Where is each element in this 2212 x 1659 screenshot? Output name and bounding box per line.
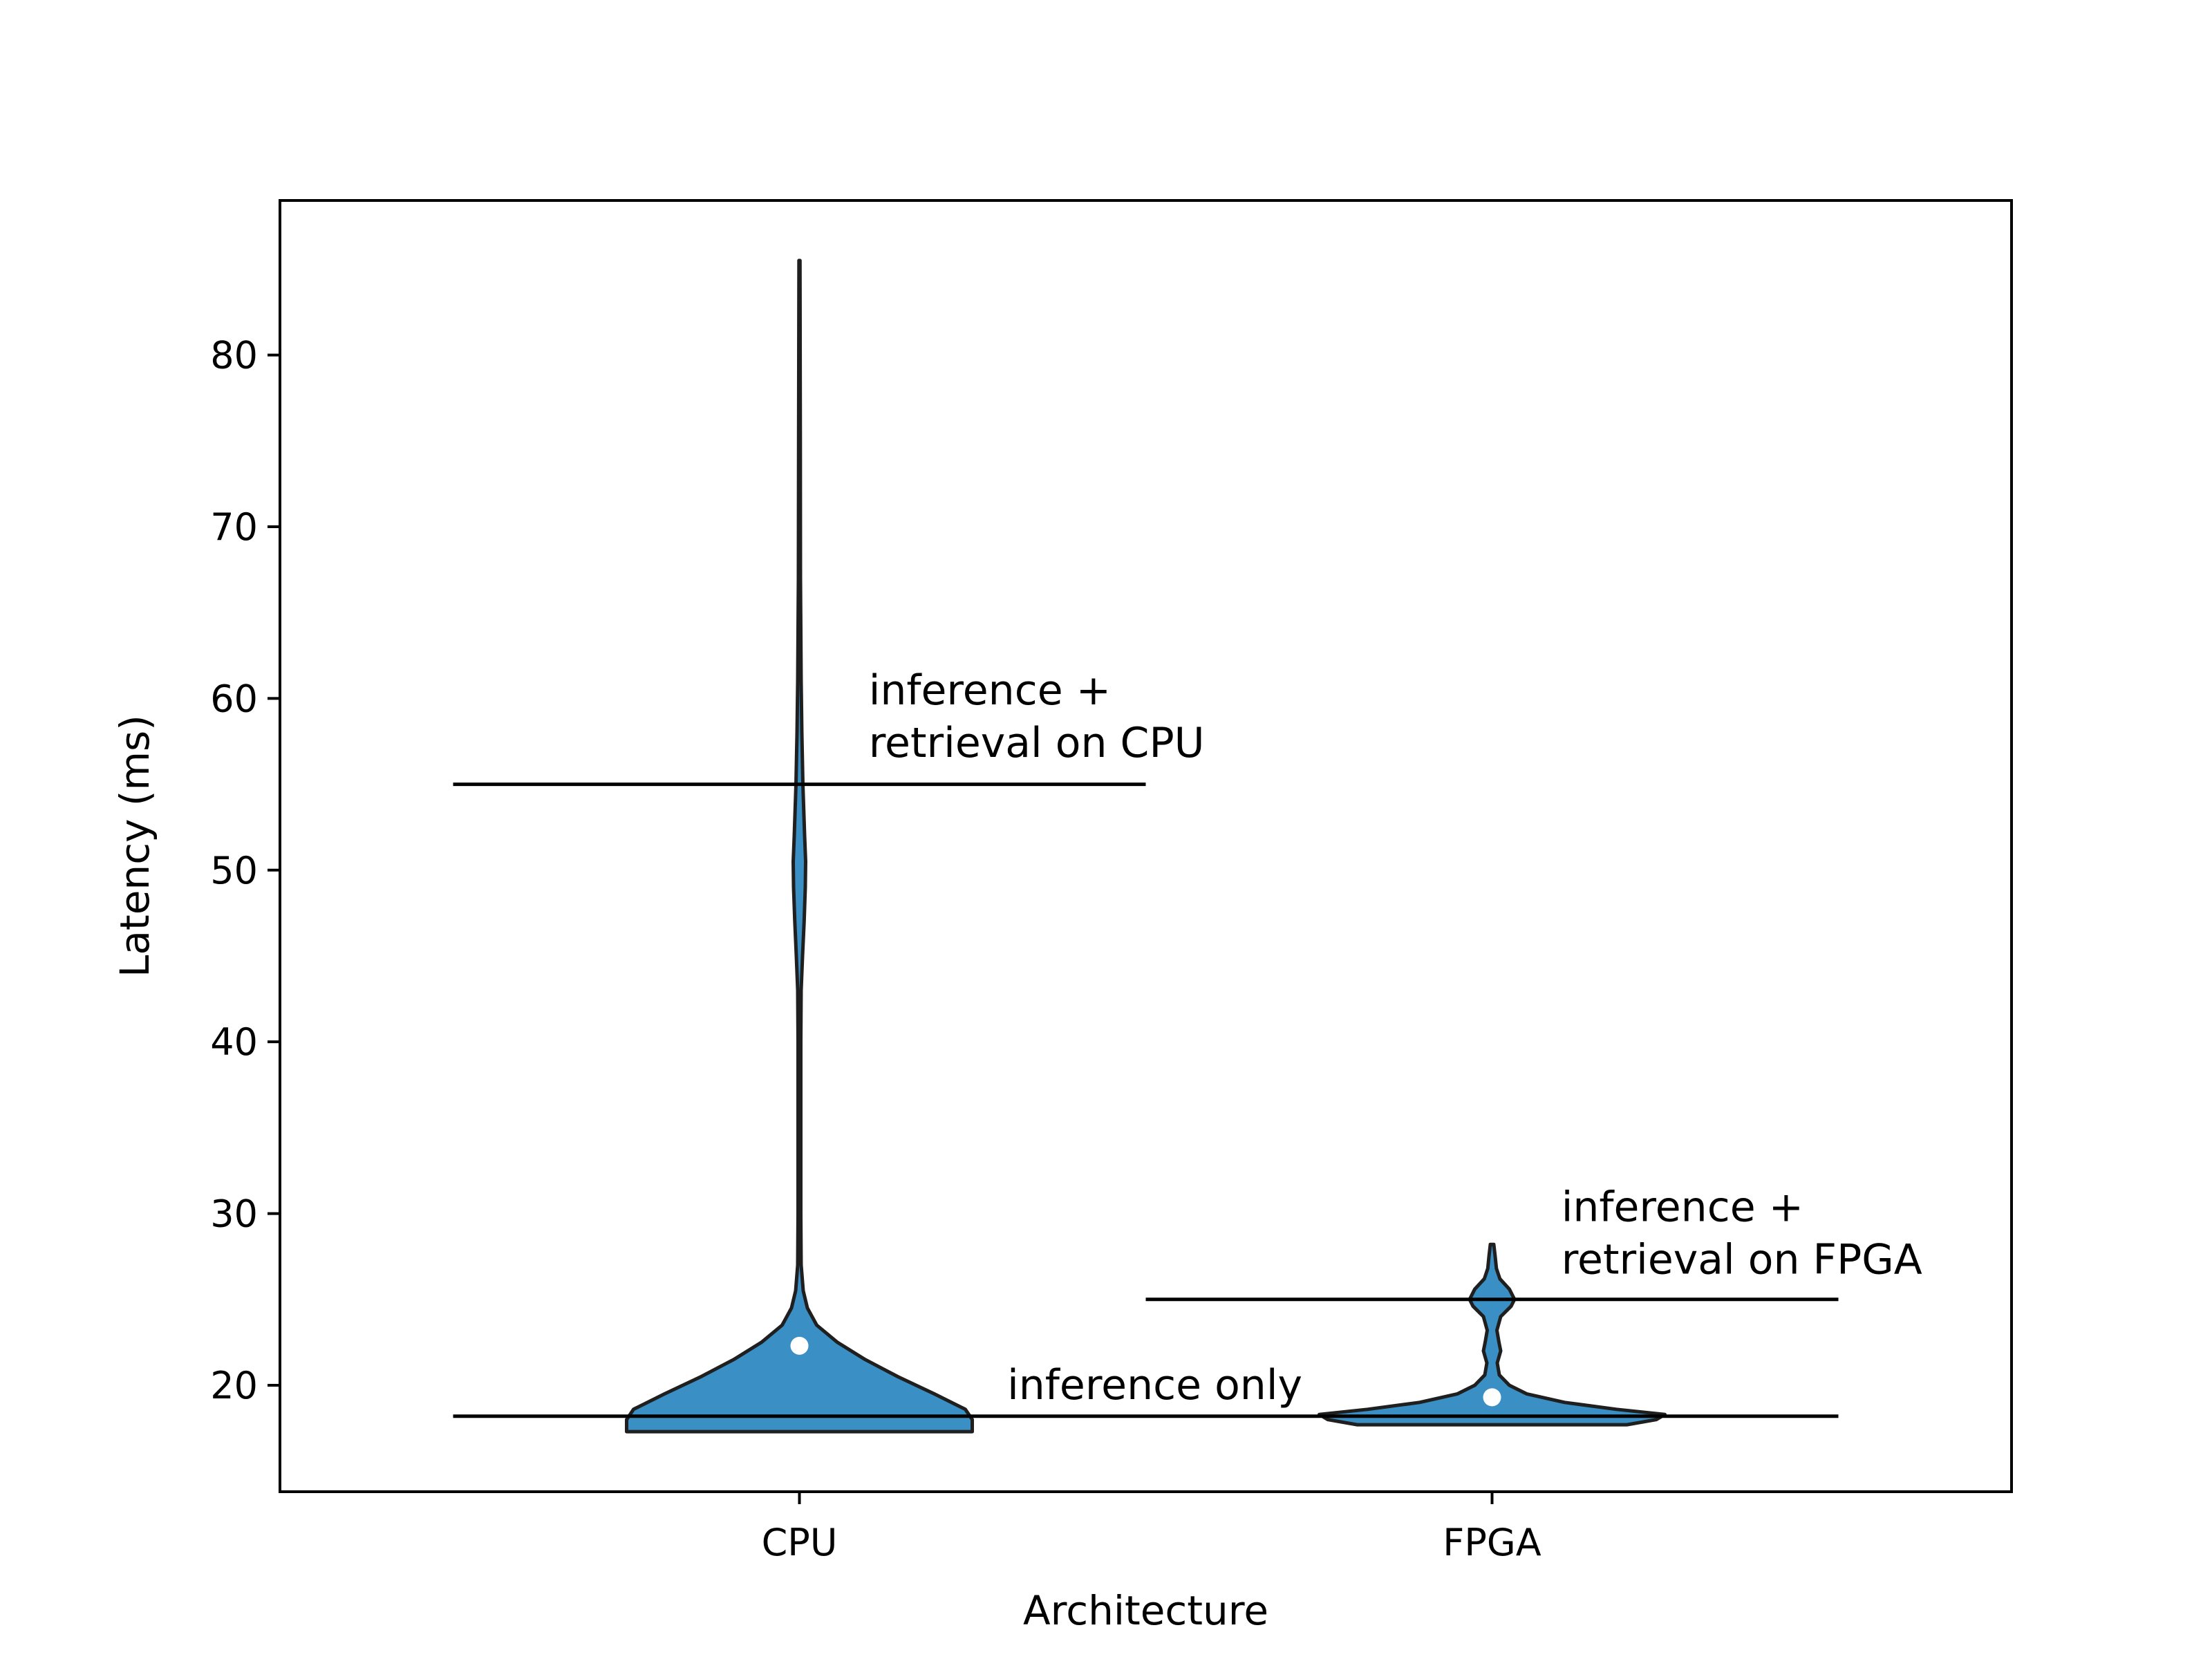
x-tick-label: FPGA <box>1443 1521 1541 1564</box>
y-tick-label: 40 <box>210 1020 258 1064</box>
median-dot-fpga <box>1483 1388 1501 1407</box>
annotation-line: retrieval on FPGA <box>1562 1236 1922 1284</box>
y-tick-label: 80 <box>210 334 258 377</box>
y-tick-label: 20 <box>210 1364 258 1407</box>
violin-fpga <box>1318 1242 1667 1427</box>
y-axis-label: Latency (ms) <box>111 715 158 977</box>
x-tick-label: CPU <box>762 1521 838 1564</box>
annotation-line: retrieval on CPU <box>869 719 1205 767</box>
annotation-0: inference only <box>1007 1361 1302 1409</box>
violins-layer <box>625 259 1667 1434</box>
medians-layer <box>790 1336 1501 1407</box>
annotation-1: inference + retrieval on CPU <box>869 666 1205 767</box>
median-dot-cpu <box>790 1336 809 1355</box>
y-tick-label: 30 <box>210 1192 258 1236</box>
y-tick-label: 70 <box>210 505 258 549</box>
x-axis-label: Architecture <box>1023 1587 1268 1634</box>
y-axis-ticks: 20 30 40 50 60 70 80 <box>210 334 280 1407</box>
annotation-line: inference + <box>869 666 1111 715</box>
annotation-2: inference + retrieval on FPGA <box>1562 1183 1922 1284</box>
violin-cpu <box>625 259 974 1434</box>
y-tick-label: 60 <box>210 677 258 720</box>
x-axis-ticks: CPU FPGA <box>762 1492 1541 1564</box>
y-tick-label: 50 <box>210 849 258 892</box>
annotation-line: inference only <box>1007 1361 1302 1409</box>
reference-lines-layer <box>453 782 1839 1418</box>
annotation-line: inference + <box>1562 1183 1803 1232</box>
plot-frame <box>279 199 2013 1493</box>
